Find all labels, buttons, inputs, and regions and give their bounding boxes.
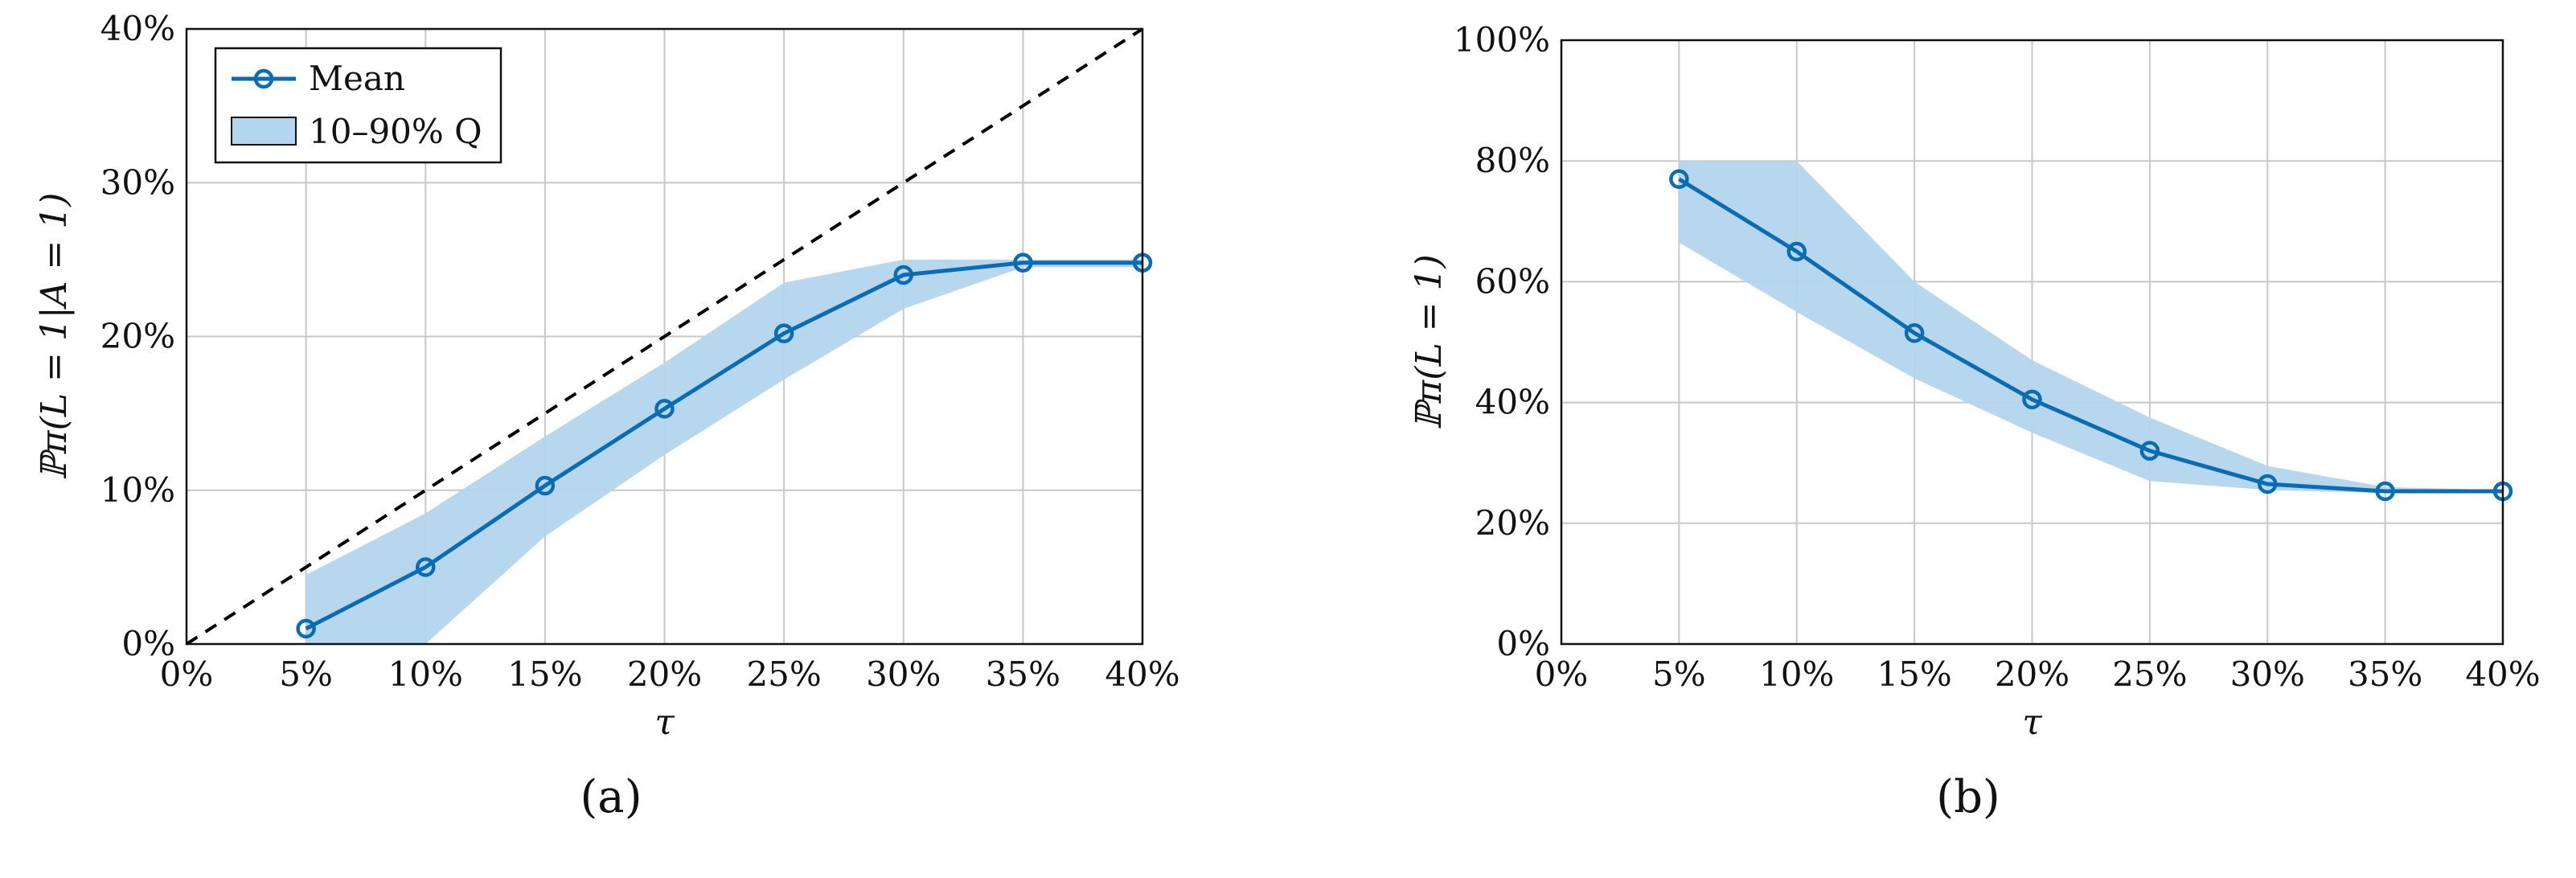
mean-point [1669,169,1689,189]
reference-diagonal-line [185,27,1144,646]
x-tick-label: 35% [2348,654,2422,694]
legend-mean-marker [253,68,274,89]
mean-series-line [305,261,1142,631]
x-tick-label: 25% [2112,654,2187,694]
y-tick-label: 20% [1475,503,1550,543]
y-axis-label: ℙπ(L = 1) [1409,254,1450,429]
mean-point [1904,322,1925,343]
mean-series-line [1678,177,2503,494]
x-tick-label: 10% [388,654,463,694]
legend-mean-label: Mean [309,59,405,98]
x-tick-label: 5% [1652,654,1706,694]
mean-point [1013,252,1033,273]
legend-band-label: 10–90% Q [309,112,482,151]
x-axis-label: τ [2022,702,2042,743]
x-tick-label: 25% [746,654,821,694]
y-axis-label: ℙπ(L = 1|A = 1) [34,193,75,481]
y-tick-label: 30% [100,162,175,202]
y-tick-label: 100% [1454,20,1550,59]
panel-caption: (a) [580,771,642,823]
x-tick-label: 20% [627,654,702,694]
y-tick-label: 0% [121,624,175,663]
x-tick-label: 20% [1995,654,2069,694]
mean-point [2139,441,2160,461]
mean-point [893,265,913,285]
x-tick-label: 40% [1105,654,1179,694]
mean-point [296,618,316,639]
x-tick-label: 30% [2230,654,2305,694]
x-tick-label: 0% [1535,654,1589,694]
x-tick-label: 30% [866,654,941,694]
mean-point [773,323,794,343]
x-tick-label: 0% [160,654,214,694]
mean-point [535,475,556,496]
x-tick-label: 40% [2465,654,2540,694]
x-tick-label: 35% [986,654,1060,694]
y-tick-label: 0% [1496,624,1550,663]
y-tick-label: 40% [1475,383,1550,422]
mean-point [416,557,436,577]
mean-point [1786,241,1807,262]
panel-b-chart: 0% 5% 10% 15% 20% 25% 30% 35% 40% 0% 20% 40% 60% 80% 1… [1409,20,2541,823]
y-tick-label: 40% [100,9,175,48]
panel-a-chart: 0% 5% 10% 15% 20% 25% 30% 35% 40% 0% 10% 20% 30% 40% τ… [34,9,1180,823]
x-axis-label: τ [654,702,675,743]
x-tick-label: 15% [507,654,582,694]
mean-point [2375,481,2395,502]
quantile-band [306,259,1142,644]
y-tick-label: 20% [100,317,175,356]
plot-frame [1560,39,2504,646]
quantile-band [1679,161,2503,494]
mean-point [654,399,675,419]
panel-caption: (b) [1936,771,2000,823]
y-tick-label: 60% [1475,261,1550,301]
legend-band-swatch [231,117,297,146]
x-tick-label: 5% [279,654,333,694]
y-tick-label: 80% [1475,141,1550,180]
mean-point [2022,389,2042,410]
mean-point [2258,474,2278,494]
x-tick-label: 10% [1759,654,1834,694]
plot-frame [185,27,1144,646]
x-tick-label: 15% [1877,654,1951,694]
y-tick-label: 10% [100,470,175,510]
